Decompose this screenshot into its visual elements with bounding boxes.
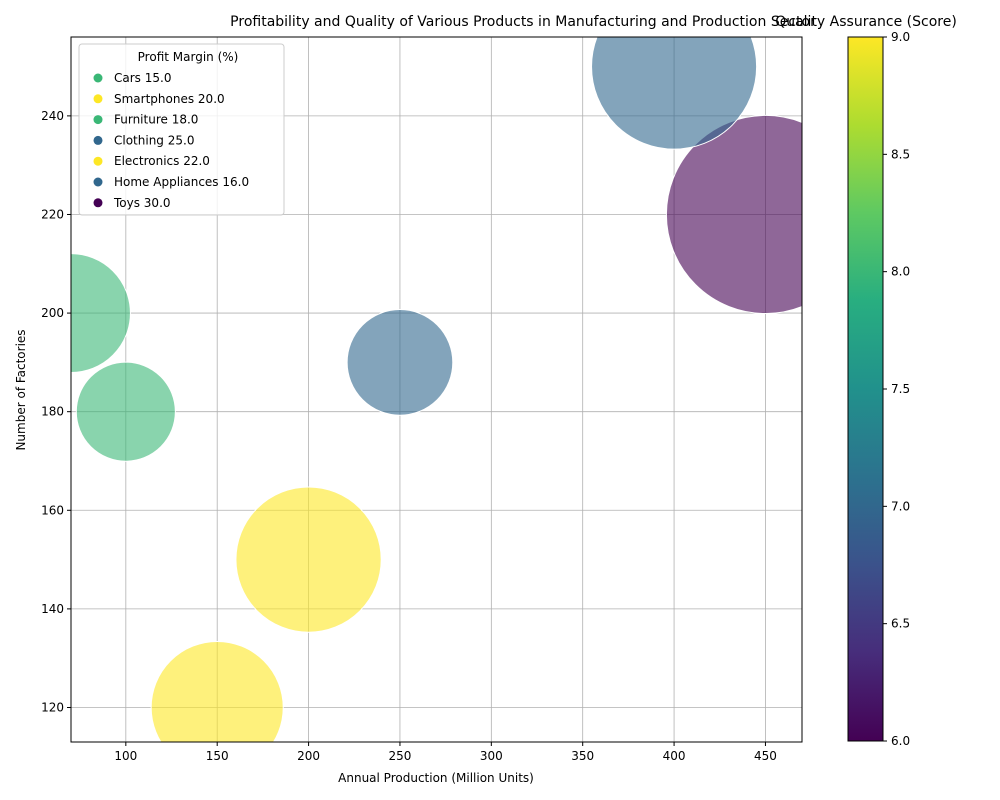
y-tick-label: 140 — [41, 602, 64, 616]
y-axis-ticks: 120 140 160 180 200 220 240 — [41, 109, 71, 714]
bubble-electronics — [235, 486, 382, 633]
legend-label: Clothing 25.0 — [114, 133, 194, 147]
legend-box — [78, 43, 285, 216]
y-tick-label: 120 — [41, 700, 64, 714]
bubble-smartphones — [150, 640, 284, 742]
colorbar-gradient — [847, 36, 884, 742]
colorbar-ticks: 6.0 6.5 7.0 7.5 8.0 8.5 9.0 — [883, 30, 910, 748]
bubble-home-appliances — [346, 309, 454, 416]
bubble-clothing — [591, 37, 758, 150]
legend-label: Toys 30.0 — [113, 196, 171, 210]
y-tick-label: 220 — [41, 207, 64, 221]
chart-title: Profitability and Quality of Various Pro… — [230, 14, 816, 30]
legend: Profit Margin (%) Cars 15.0 Smartphones 2… — [78, 43, 285, 216]
colorbar-tick-label: 7.5 — [891, 382, 910, 396]
bubble-cars — [75, 361, 176, 462]
colorbar-tick-label: 6.0 — [891, 734, 910, 748]
legend-marker — [93, 94, 103, 104]
x-axis-ticks: 100 150 200 250 300 350 400 450 — [114, 742, 777, 763]
colorbar-tick-label: 8.5 — [891, 147, 910, 161]
y-tick-label: 160 — [41, 503, 64, 517]
x-tick-label: 300 — [480, 749, 503, 763]
colorbar-title: Quality Assurance (Score) — [775, 14, 957, 30]
legend-marker — [93, 198, 103, 208]
x-tick-label: 100 — [114, 749, 137, 763]
y-tick-label: 240 — [41, 109, 64, 123]
x-tick-label: 250 — [388, 749, 411, 763]
x-tick-label: 150 — [206, 749, 229, 763]
legend-title: Profit Margin (%) — [138, 50, 239, 64]
colorbar-tick-label: 9.0 — [891, 30, 910, 44]
y-tick-label: 180 — [41, 405, 64, 419]
legend-marker — [93, 177, 103, 187]
y-tick-label: 200 — [41, 306, 64, 320]
x-tick-label: 200 — [297, 749, 320, 763]
legend-items: Cars 15.0 Smartphones 20.0 Furniture 18.0 C… — [93, 71, 249, 210]
legend-label: Electronics 22.0 — [114, 154, 210, 168]
x-axis-label: Annual Production (Million Units) — [338, 771, 534, 785]
legend-label: Smartphones 20.0 — [114, 92, 225, 106]
colorbar-tick-label: 6.5 — [891, 617, 910, 631]
legend-marker — [93, 73, 103, 83]
y-axis-label: Number of Factories — [14, 329, 28, 450]
x-tick-label: 400 — [663, 749, 686, 763]
legend-marker — [93, 115, 103, 125]
legend-label: Furniture 18.0 — [114, 113, 198, 127]
legend-label: Home Appliances 16.0 — [114, 175, 249, 189]
legend-marker — [93, 156, 103, 166]
bubble-toys — [665, 114, 802, 314]
legend-marker — [93, 135, 103, 145]
colorbar-tick-label: 8.0 — [891, 265, 910, 279]
x-tick-label: 450 — [754, 749, 777, 763]
x-tick-label: 350 — [571, 749, 594, 763]
legend-label: Cars 15.0 — [114, 71, 171, 85]
colorbar-tick-label: 7.0 — [891, 499, 910, 513]
bubbles — [71, 37, 802, 742]
colorbar: Quality Assurance (Score) 6.0 6.5 7.0 7.5 8.… — [775, 14, 957, 748]
bubble-furniture — [71, 253, 131, 373]
plot-frame — [70, 36, 803, 743]
